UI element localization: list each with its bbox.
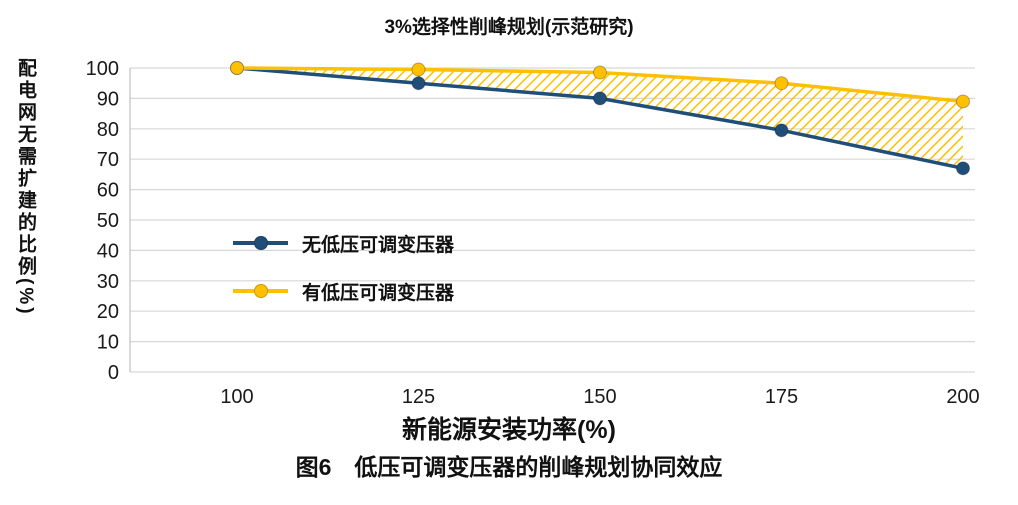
fill-between-hatch [237, 68, 963, 169]
figure-caption: 图6 低压可调变压器的削峰规划协同效应 [295, 454, 723, 480]
line-chart: 0 10 20 30 40 50 60 70 80 90 100 100 125 150 175 200 [86, 58, 980, 408]
legend: 无低压可调变压器 有低压可调变压器 [233, 226, 454, 322]
legend-label: 有低压可调变压器 [302, 282, 455, 304]
data-point [774, 76, 789, 91]
y-tick-label: 70 [97, 149, 119, 171]
data-point [593, 91, 607, 106]
legend-item-no-transformer: 无低压可调变压器 [233, 226, 454, 260]
y-axis-label: 配电网无需扩建的比例(%) [15, 58, 36, 317]
y-tick-label: 90 [97, 88, 119, 110]
data-point [411, 62, 426, 77]
x-tick-label: 150 [583, 386, 616, 408]
legend-item-with-transformer: 有低压可调变压器 [233, 274, 454, 308]
data-point [956, 94, 970, 109]
legend-marker-dot [253, 284, 268, 298]
y-tick-label: 50 [97, 210, 119, 232]
y-tick-label: 60 [97, 180, 119, 202]
y-tick-label: 30 [97, 271, 119, 293]
y-tick-label: 80 [97, 119, 119, 141]
y-tick-label: 100 [86, 58, 119, 80]
x-tick-label: 175 [765, 386, 798, 408]
legend-marker-line-dot [233, 283, 288, 299]
x-tick-label: 125 [402, 386, 435, 408]
data-point [230, 61, 244, 75]
data-point [956, 161, 970, 176]
y-tick-label: 10 [97, 332, 119, 354]
x-tick-label: 200 [946, 386, 979, 408]
y-tick-label: 20 [97, 301, 119, 323]
y-tick-label: 40 [97, 240, 119, 262]
legend-marker-line-dot [233, 235, 288, 251]
x-tick-label: 100 [220, 386, 253, 408]
x-axis-label: 新能源安装功率(%) [402, 416, 616, 444]
data-point [774, 123, 789, 138]
legend-label: 无低压可调变压器 [302, 234, 455, 256]
chart-title: 3%选择性削峰规划(示范研究) [384, 17, 634, 38]
legend-marker-dot [253, 236, 268, 250]
y-tick-label: 0 [108, 362, 119, 384]
data-point [411, 76, 426, 91]
data-point [593, 65, 607, 80]
